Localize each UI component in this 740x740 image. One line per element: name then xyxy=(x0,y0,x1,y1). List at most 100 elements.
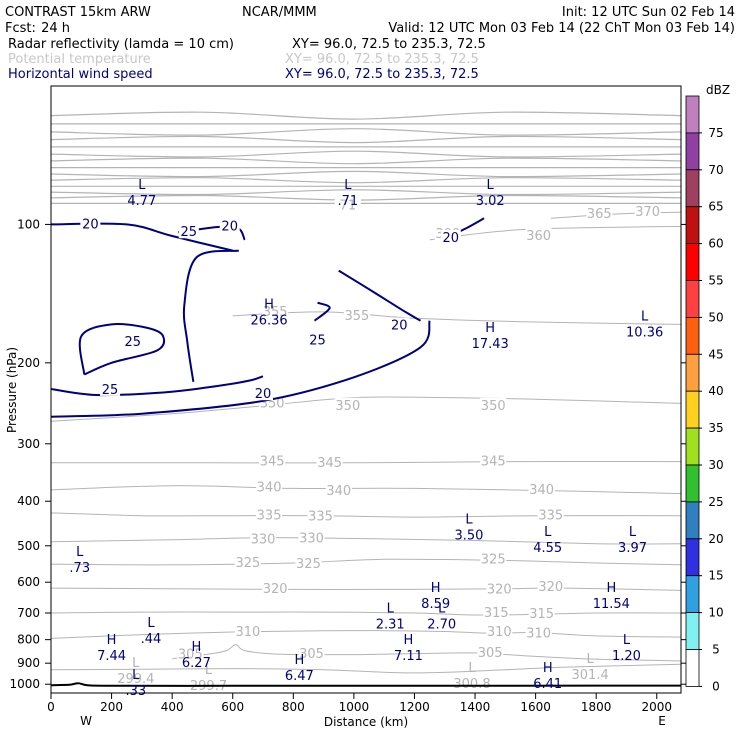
y-axis: 100 200 300 400 500 600 700 800 900 1000 xyxy=(9,217,687,691)
theta-contour-label: 310 xyxy=(235,625,260,640)
wind-contour-line xyxy=(78,323,166,376)
theta-contour-label: 330 xyxy=(251,533,276,548)
y-axis-tick-label: 900 xyxy=(17,656,40,670)
wind-contour-label: 25 xyxy=(309,334,326,349)
terrain-line xyxy=(50,682,681,687)
theta-contour-label: 315 xyxy=(484,606,509,621)
x-axis-tick-label: 600 xyxy=(221,700,244,714)
wind-extremum-marker: L xyxy=(544,525,552,540)
theta-contour-label: 320 xyxy=(263,582,288,597)
x-axis-tick-label: 1400 xyxy=(460,700,491,714)
wind-label-bg xyxy=(219,218,240,233)
colorbar-level-label: 15 xyxy=(708,569,723,583)
x-axis: 0 200 400 600 800 1000 1200 1400 1600 1800 2000 xyxy=(47,693,672,714)
wind-extremum-value: 6.27 xyxy=(182,656,211,671)
x-axis-east-label: E xyxy=(658,714,666,728)
theta-label-bg xyxy=(298,646,325,661)
field-wind: Horizontal wind speed xyxy=(8,67,153,82)
theta-label-bg xyxy=(177,646,204,661)
field-theta: Potential temperature xyxy=(8,52,151,67)
theta-label-bg xyxy=(295,556,322,571)
colorbar-swatch xyxy=(685,132,700,171)
theta-label-bg xyxy=(537,579,564,594)
colorbar-swatch xyxy=(685,243,700,281)
x-axis-tick-label: 1600 xyxy=(520,700,551,714)
wind-extremum-marker: H xyxy=(543,661,553,676)
theta-label-bg xyxy=(528,605,555,620)
theta-stacked-line xyxy=(50,170,682,178)
wind-extremum-value: 11.54 xyxy=(593,597,630,612)
colorbar-swatch xyxy=(685,649,700,687)
colorbar-level-label: 20 xyxy=(708,532,723,546)
wind-extremum-value: .71 xyxy=(337,194,358,209)
theta-label-bg xyxy=(250,531,277,546)
wind-extremum-value: 6.41 xyxy=(533,677,562,692)
wind-extremum-marker: L xyxy=(465,512,473,527)
colorbar-level-label: 70 xyxy=(708,163,723,177)
wind-label-bg xyxy=(178,224,199,239)
colorbar-level-label: 5 xyxy=(712,643,720,657)
theta-stacked-line xyxy=(50,177,682,184)
theta-contour-label: 310 xyxy=(526,626,551,641)
wind-extremum-marker: H xyxy=(264,297,274,312)
x-axis-tick-label: 1200 xyxy=(399,700,430,714)
y-axis-title: Pressure (hPa) xyxy=(5,347,19,433)
wind-extremum-value: 3.02 xyxy=(476,194,505,209)
theta-extremum-marker: L xyxy=(587,652,595,667)
x-axis-tick-label: 800 xyxy=(282,700,305,714)
wind-extremum-value: 26.36 xyxy=(250,313,287,328)
wind-extremum-marker: L xyxy=(344,178,352,193)
colorbar-swatch xyxy=(685,575,700,614)
colorbar-level-label: 60 xyxy=(708,237,723,251)
theta-label-bg xyxy=(480,453,507,468)
theta-label-bg xyxy=(483,604,510,619)
x-axis-tick-label: 400 xyxy=(161,700,184,714)
y-axis-tick-label: 600 xyxy=(17,575,40,589)
theta-contour-label: 365 xyxy=(587,207,612,222)
wind-label-bg xyxy=(122,333,143,348)
colorbar-swatch xyxy=(685,427,700,466)
theta-contour-line xyxy=(50,587,682,591)
wind-extremum-marker: H xyxy=(191,640,201,655)
theta-extremum-value: 300.8 xyxy=(453,677,490,692)
x-axis-tick-label: 1800 xyxy=(581,700,612,714)
theta-extremum-marker: L xyxy=(205,663,213,678)
wind-extremum-value: 3.50 xyxy=(455,528,484,543)
theta-contour-label: 355 xyxy=(263,305,288,320)
y-axis-tick-label: 400 xyxy=(17,494,40,508)
wind-label-bg xyxy=(253,386,274,401)
theta-label-bg xyxy=(486,581,513,596)
theta-label-bg xyxy=(256,507,283,522)
wind-extremum-marker: H xyxy=(606,581,616,596)
x-axis-title: Distance (km) xyxy=(324,715,408,729)
theta-contour-label: 330 xyxy=(299,531,324,546)
colorbar-level-label: 40 xyxy=(708,384,723,398)
wind-extremum-marker: L xyxy=(438,602,446,617)
theta-contour-label: 305 xyxy=(299,647,324,662)
theta-label-bg xyxy=(528,481,555,496)
wind-extremum-value: .33 xyxy=(125,684,146,699)
y-axis-tick-label: 200 xyxy=(17,356,40,370)
colorbar-level-label: 65 xyxy=(708,200,723,214)
theta-contour-label: 310 xyxy=(487,625,512,640)
wind-extremum-value: 10.36 xyxy=(626,325,663,340)
colorbar-level-label: 10 xyxy=(708,606,723,620)
y-axis-tick-label: 700 xyxy=(17,606,40,620)
wind-contour-label: 25 xyxy=(125,335,142,350)
colorbar-swatches xyxy=(685,95,700,687)
org-label: NCAR/MMM xyxy=(242,5,317,20)
theta-contour-label: 315 xyxy=(529,607,554,622)
wind-extremum-marker: L xyxy=(147,616,155,631)
wind-extremum-value: 2.70 xyxy=(427,618,456,633)
valid-time: Valid: 12 UTC Mon 03 Feb 14 (22 ChT Mon … xyxy=(388,21,735,36)
theta-contour-line xyxy=(50,611,682,616)
theta-extremum-marker: L xyxy=(468,661,476,676)
wind-contour-label: 25 xyxy=(102,383,119,398)
wind-contour-label: 20 xyxy=(255,387,272,402)
header: CONTRAST 15km ARW NCAR/MMM Init: 12 UTC … xyxy=(5,5,735,82)
colorbar-unit: dBZ xyxy=(706,83,730,97)
colorbar-level-label: 0 xyxy=(712,679,720,693)
theta-stacked-line xyxy=(50,189,682,196)
colorbar-swatch xyxy=(685,353,700,392)
